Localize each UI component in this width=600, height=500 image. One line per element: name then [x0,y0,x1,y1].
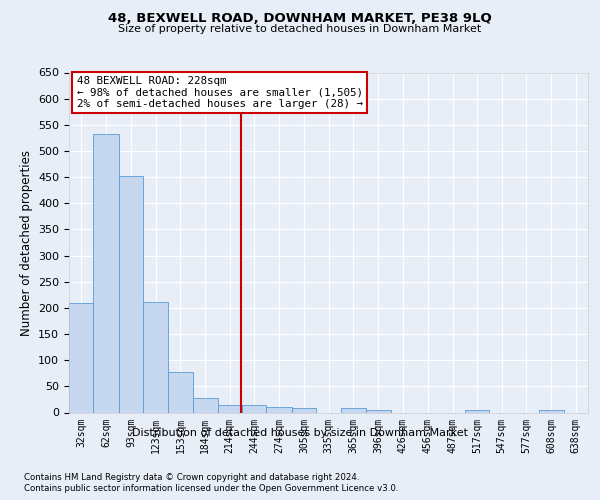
Bar [94,134,119,412]
Bar [341,408,366,412]
Bar [465,410,489,412]
Text: 48, BEXWELL ROAD, DOWNHAM MARKET, PE38 9LQ: 48, BEXWELL ROAD, DOWNHAM MARKET, PE38 9… [108,12,492,26]
Text: Contains public sector information licensed under the Open Government Licence v3: Contains public sector information licen… [24,484,398,493]
Bar [266,408,292,412]
Bar [218,404,242,412]
Bar [292,408,316,412]
Text: Contains HM Land Registry data © Crown copyright and database right 2024.: Contains HM Land Registry data © Crown c… [24,472,359,482]
Text: 48 BEXWELL ROAD: 228sqm
← 98% of detached houses are smaller (1,505)
2% of semi-: 48 BEXWELL ROAD: 228sqm ← 98% of detache… [77,76,363,109]
Text: Size of property relative to detached houses in Downham Market: Size of property relative to detached ho… [118,24,482,34]
Bar [193,398,218,412]
Bar [143,302,168,412]
Bar [242,404,266,412]
Y-axis label: Number of detached properties: Number of detached properties [20,150,32,336]
Bar [119,176,143,412]
Bar [69,302,94,412]
Bar [539,410,563,412]
Text: Distribution of detached houses by size in Downham Market: Distribution of detached houses by size … [132,428,468,438]
Bar [366,410,391,412]
Bar [168,372,193,412]
